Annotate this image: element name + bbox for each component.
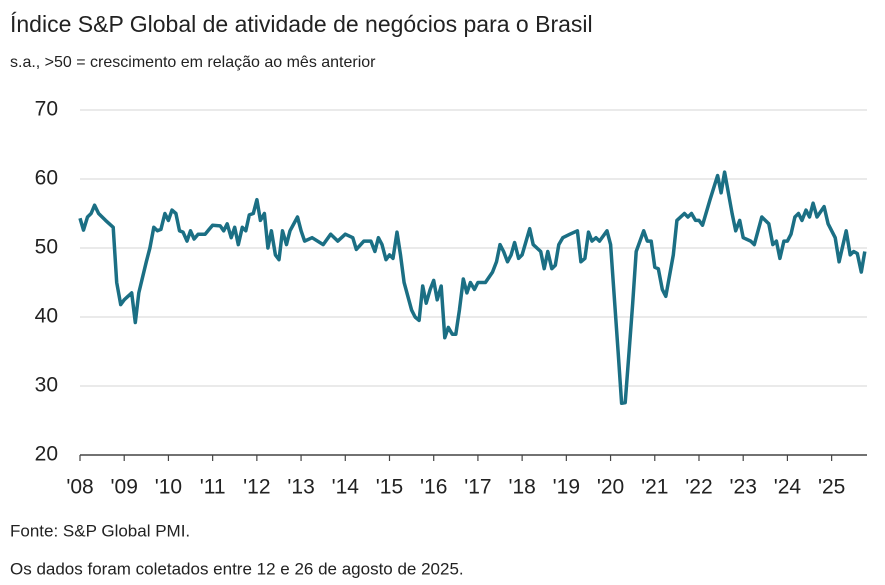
x-tick-label: '21 xyxy=(641,476,668,499)
x-tick-label: '25 xyxy=(818,476,845,499)
x-tick-label: '22 xyxy=(685,476,712,499)
y-tick-label: 30 xyxy=(35,374,58,397)
x-tick-label: '17 xyxy=(464,476,491,499)
y-tick-label: 40 xyxy=(35,305,58,328)
data-line xyxy=(78,170,867,406)
y-tick-label: 70 xyxy=(35,98,58,121)
x-tick-label: '13 xyxy=(287,476,314,499)
x-tick-label: '23 xyxy=(730,476,757,499)
data-note: Os dados foram coletados entre 12 e 26 d… xyxy=(10,559,464,578)
chart-subtitle: s.a., >50 = crescimento em relação ao mê… xyxy=(10,54,376,71)
x-tick-label: '16 xyxy=(420,476,447,499)
x-tick-label: '08 xyxy=(66,476,93,499)
x-tick-label: '12 xyxy=(243,476,270,499)
source-note: Fonte: S&P Global PMI. xyxy=(10,521,190,540)
x-tick-label: '15 xyxy=(376,476,403,499)
x-tick-label: '19 xyxy=(553,476,580,499)
y-tick-label: 60 xyxy=(35,167,58,190)
x-tick-label: '10 xyxy=(155,476,182,499)
x-tick-label: '24 xyxy=(774,476,802,499)
x-tick-label: '18 xyxy=(508,476,535,499)
x-tick-label: '20 xyxy=(597,476,624,499)
x-tick-label: '09 xyxy=(111,476,138,499)
chart-title: Índice S&P Global de atividade de negóci… xyxy=(10,11,593,37)
x-tick-label: '11 xyxy=(200,476,226,499)
x-tick-label: '14 xyxy=(332,476,360,499)
y-tick-label: 20 xyxy=(35,443,58,466)
y-tick-label: 50 xyxy=(35,236,58,259)
